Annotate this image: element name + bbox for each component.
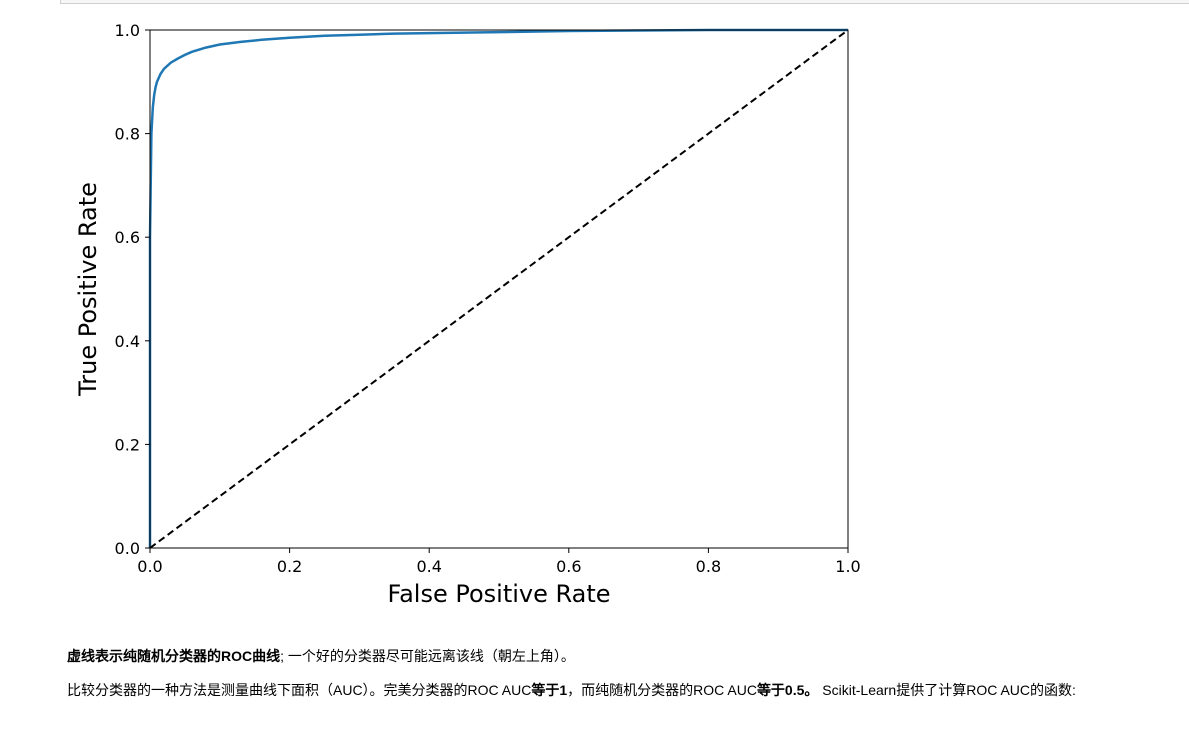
y-tick-label: 1.0 (115, 21, 140, 40)
x-tick-label: 0.4 (416, 557, 441, 576)
y-tick-label: 0.0 (115, 539, 140, 558)
x-axis: 0.0 0.2 0.4 0.6 0.8 1.0 (137, 548, 861, 576)
y-tick-label: 0.8 (115, 125, 140, 144)
text: ，而纯随机分类器的ROC AUC (567, 682, 757, 698)
bold-text: 虚线表示纯随机分类器的ROC曲线 (67, 648, 281, 664)
x-tick-label: 0.2 (277, 557, 302, 576)
x-tick-label: 0.6 (556, 557, 581, 576)
x-tick-label: 0.0 (137, 557, 162, 576)
roc-curve-chart: 0.0 0.2 0.4 0.6 0.8 1.0 0.0 0.2 0.4 0.6 0.8 1.0 Fa… (74, 21, 861, 608)
paragraph-auc-note: 比较分类器的一种方法是测量曲线下面积（AUC）。完美分类器的ROC AUC等于1… (67, 680, 1177, 700)
paragraph-dashed-line-note: 虚线表示纯随机分类器的ROC曲线; 一个好的分类器尽可能远离该线（朝左上角）。 (67, 646, 1177, 666)
x-tick-label: 0.8 (696, 557, 721, 576)
y-axis: 0.0 0.2 0.4 0.6 0.8 1.0 (115, 21, 150, 558)
x-tick-label: 1.0 (835, 557, 860, 576)
y-tick-label: 0.6 (115, 228, 140, 247)
text: 比较分类器的一种方法是测量曲线下面积（AUC）。完美分类器的ROC AUC (67, 682, 532, 698)
x-axis-label: False Positive Rate (387, 580, 610, 608)
roc-curve-line (148, 28, 848, 548)
random-classifier-line (149, 29, 849, 549)
text: Scikit-Learn提供了计算ROC AUC的函数: (818, 682, 1076, 698)
markdown-cell: 虚线表示纯随机分类器的ROC曲线; 一个好的分类器尽可能远离该线（朝左上角）。 … (67, 646, 1177, 714)
bold-text: 等于1 (531, 682, 568, 698)
text: ; 一个好的分类器尽可能远离该线（朝左上角）。 (280, 648, 575, 664)
y-axis-label: True Positive Rate (74, 182, 102, 397)
previous-cell-edge (60, 0, 1189, 4)
bold-text: 等于0.5。 (756, 682, 819, 698)
plot-frame (149, 29, 849, 549)
y-tick-label: 0.2 (115, 435, 140, 454)
y-tick-label: 0.4 (115, 332, 140, 351)
